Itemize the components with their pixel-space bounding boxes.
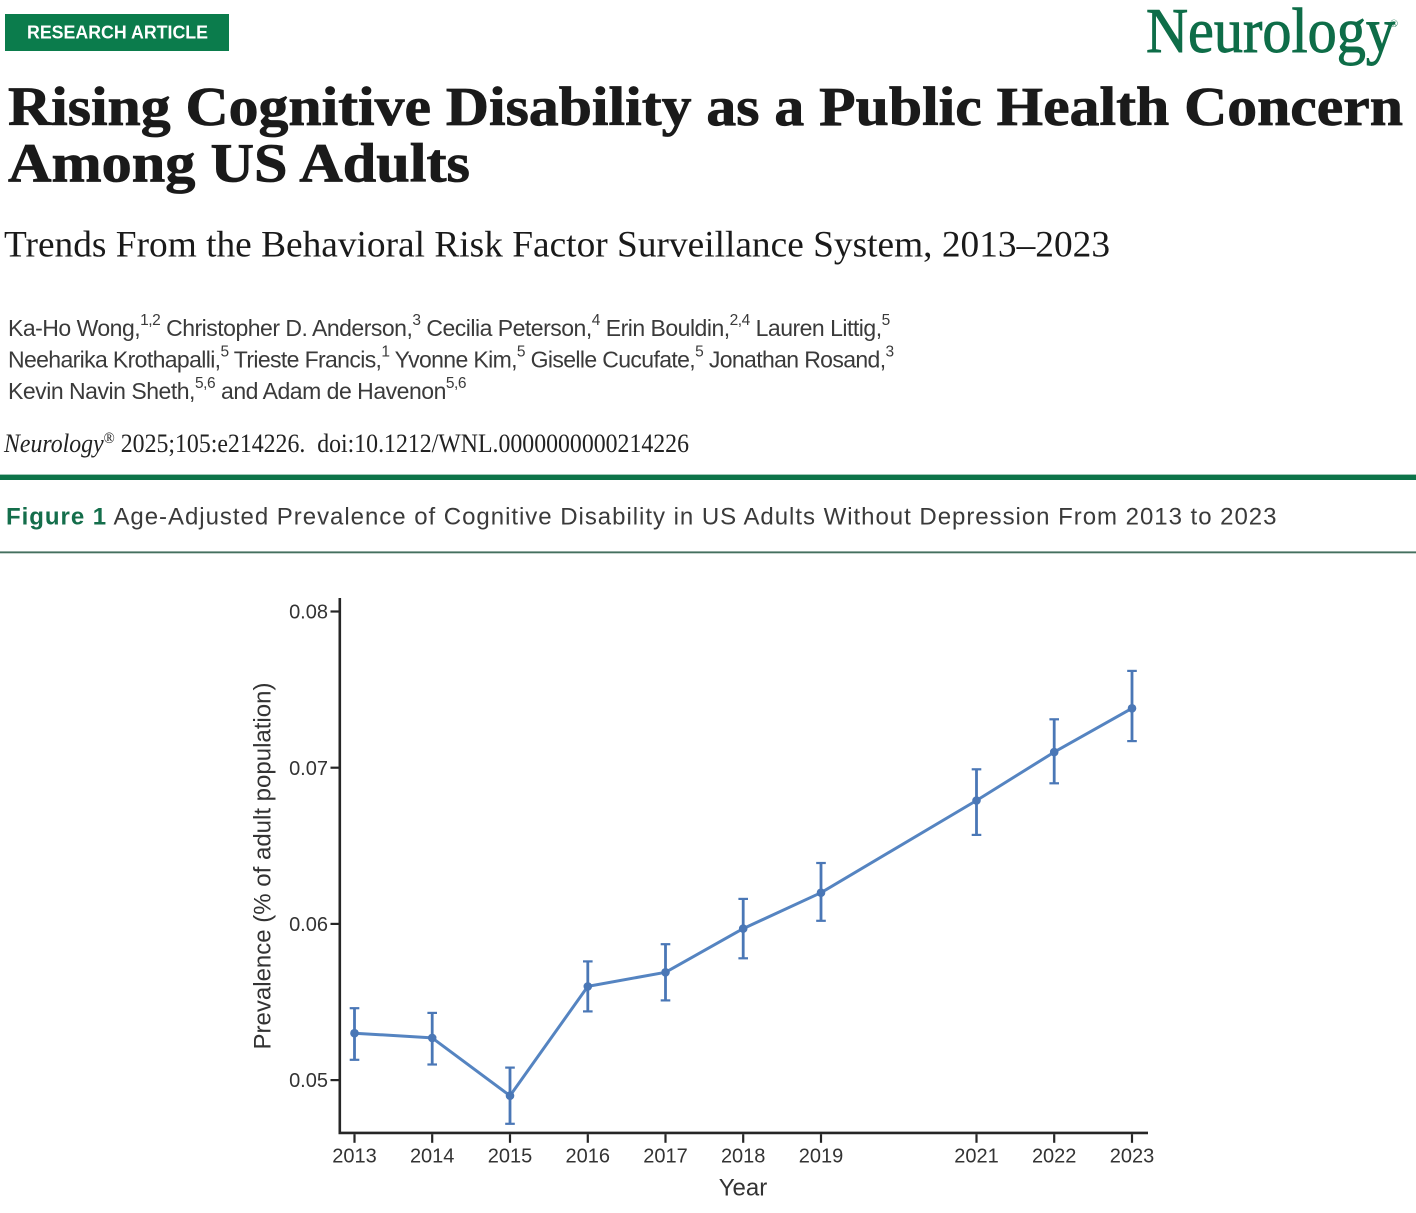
svg-text:Kevin Navin Sheth,5,6 and Adam: Kevin Navin Sheth,5,6 and Adam de Haveno… xyxy=(8,375,466,404)
svg-text:Ka-Ho Wong,1,2 Christopher D.: Ka-Ho Wong,1,2 Christopher D. Anderson,3… xyxy=(8,312,890,341)
svg-text:Neurology: Neurology xyxy=(1146,0,1395,66)
svg-text:2013: 2013 xyxy=(332,1146,377,1168)
svg-text:2022: 2022 xyxy=(1032,1146,1077,1168)
svg-text:®: ® xyxy=(1390,19,1398,30)
svg-text:0.06: 0.06 xyxy=(289,914,328,936)
svg-text:Figure 1 Age-Adjusted Prevalen: Figure 1 Age-Adjusted Prevalence of Cogn… xyxy=(6,504,1277,531)
svg-text:2021: 2021 xyxy=(954,1146,999,1168)
svg-text:Neeharika Krothapalli,5 Triest: Neeharika Krothapalli,5 Trieste Francis,… xyxy=(8,343,893,372)
svg-text:0.07: 0.07 xyxy=(289,758,328,780)
svg-text:Prevalence (% of adult populat: Prevalence (% of adult population) xyxy=(250,683,277,1050)
svg-text:0.08: 0.08 xyxy=(289,602,328,624)
svg-text:Neurology® 2025;105:e214226.: Neurology® 2025;105:e214226. doi:10.1212… xyxy=(3,429,689,458)
svg-text:0.05: 0.05 xyxy=(289,1070,328,1092)
svg-text:2016: 2016 xyxy=(566,1146,611,1168)
svg-text:Trends From the Behavioral Ris: Trends From the Behavioral Risk Factor S… xyxy=(4,224,1110,265)
svg-text:2018: 2018 xyxy=(721,1146,766,1168)
svg-text:2023: 2023 xyxy=(1110,1146,1155,1168)
svg-text:Year: Year xyxy=(719,1174,768,1201)
svg-text:RESEARCH ARTICLE: RESEARCH ARTICLE xyxy=(27,23,208,43)
svg-text:2015: 2015 xyxy=(488,1146,533,1168)
svg-text:Among US Adults: Among US Adults xyxy=(8,133,470,194)
svg-text:2014: 2014 xyxy=(410,1146,455,1168)
svg-text:2019: 2019 xyxy=(799,1146,844,1168)
svg-text:Rising Cognitive Disability as: Rising Cognitive Disability as a Public … xyxy=(8,76,1403,137)
svg-text:2017: 2017 xyxy=(643,1146,688,1168)
